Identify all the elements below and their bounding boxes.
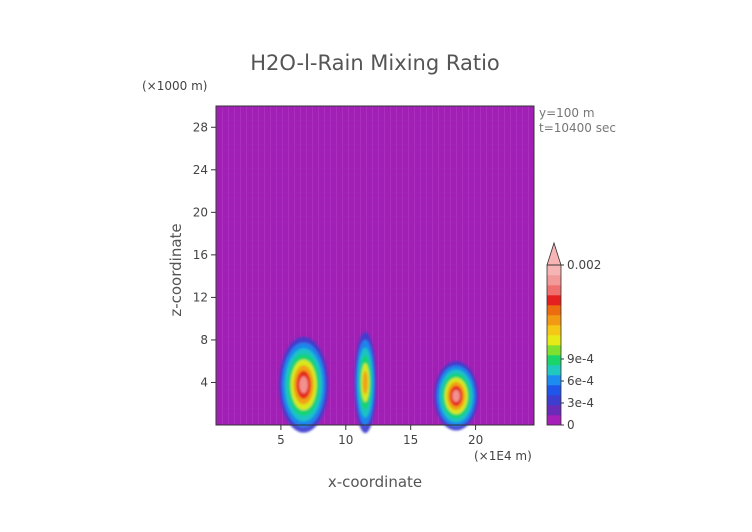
colorbar-tick-label: 9e-4 bbox=[567, 352, 594, 366]
colorbar-segment bbox=[547, 395, 561, 406]
x-axis-label: x-coordinate bbox=[328, 473, 422, 491]
colorbar-segment bbox=[547, 285, 561, 296]
y-tick-label: 28 bbox=[193, 120, 208, 134]
colorbar-segment bbox=[547, 325, 561, 336]
y-axis-unit: (×1000 m) bbox=[142, 79, 207, 93]
colorbar-frame bbox=[546, 264, 562, 426]
colorbar-segment bbox=[547, 275, 561, 286]
colorbar: 0 3e-4 6e-4 9e-4 0.002 bbox=[546, 241, 601, 432]
colorbar-segment bbox=[547, 295, 561, 306]
x-tick-label: 20 bbox=[468, 433, 483, 447]
colorbar-tick-label: 3e-4 bbox=[567, 396, 594, 410]
y-tick-label: 4 bbox=[200, 375, 208, 389]
x-axis-ticks: 5 10 15 20 bbox=[277, 425, 483, 447]
colorbar-segment bbox=[547, 415, 561, 426]
colorbar-tick-label: 6e-4 bbox=[567, 374, 594, 388]
annotation-time: t=10400 sec bbox=[539, 121, 616, 135]
colorbar-segment bbox=[547, 375, 561, 386]
colorbar-segment bbox=[547, 405, 561, 416]
rain-feature-band bbox=[362, 370, 368, 395]
colorbar-segment bbox=[547, 335, 561, 346]
plot-frame bbox=[215, 105, 535, 426]
plot-area bbox=[215, 105, 535, 434]
y-axis-label: z-coordinate bbox=[167, 223, 185, 316]
rain-feature-band bbox=[452, 389, 460, 403]
chart-title: H2O-l-Rain Mixing Ratio bbox=[250, 51, 500, 75]
y-axis-ticks: 4 8 12 16 20 24 28 bbox=[193, 120, 216, 389]
colorbar-segment bbox=[547, 355, 561, 366]
colorbar-overflow-arrow bbox=[546, 241, 562, 266]
colorbar-segment bbox=[547, 365, 561, 376]
rain-feature-band bbox=[299, 376, 308, 394]
colorbar-tick-label: 0 bbox=[567, 418, 575, 432]
y-tick-label: 8 bbox=[200, 333, 208, 347]
colorbar-segment bbox=[547, 345, 561, 356]
colorbar-tick-label: 0.002 bbox=[567, 258, 601, 272]
y-tick-label: 12 bbox=[193, 290, 208, 304]
x-tick-label: 5 bbox=[277, 433, 285, 447]
rain-features bbox=[279, 332, 478, 434]
colorbar-segment bbox=[547, 305, 561, 316]
y-tick-label: 16 bbox=[193, 248, 208, 262]
colorbar-segment bbox=[547, 385, 561, 396]
y-tick-label: 24 bbox=[193, 163, 208, 177]
x-tick-label: 10 bbox=[338, 433, 353, 447]
colorbar-segment bbox=[547, 265, 561, 276]
x-tick-label: 15 bbox=[403, 433, 418, 447]
x-axis-unit: (×1E4 m) bbox=[474, 449, 532, 463]
colorbar-segment bbox=[547, 315, 561, 326]
annotation-y-position: y=100 m bbox=[539, 106, 595, 120]
y-tick-label: 20 bbox=[193, 205, 208, 219]
